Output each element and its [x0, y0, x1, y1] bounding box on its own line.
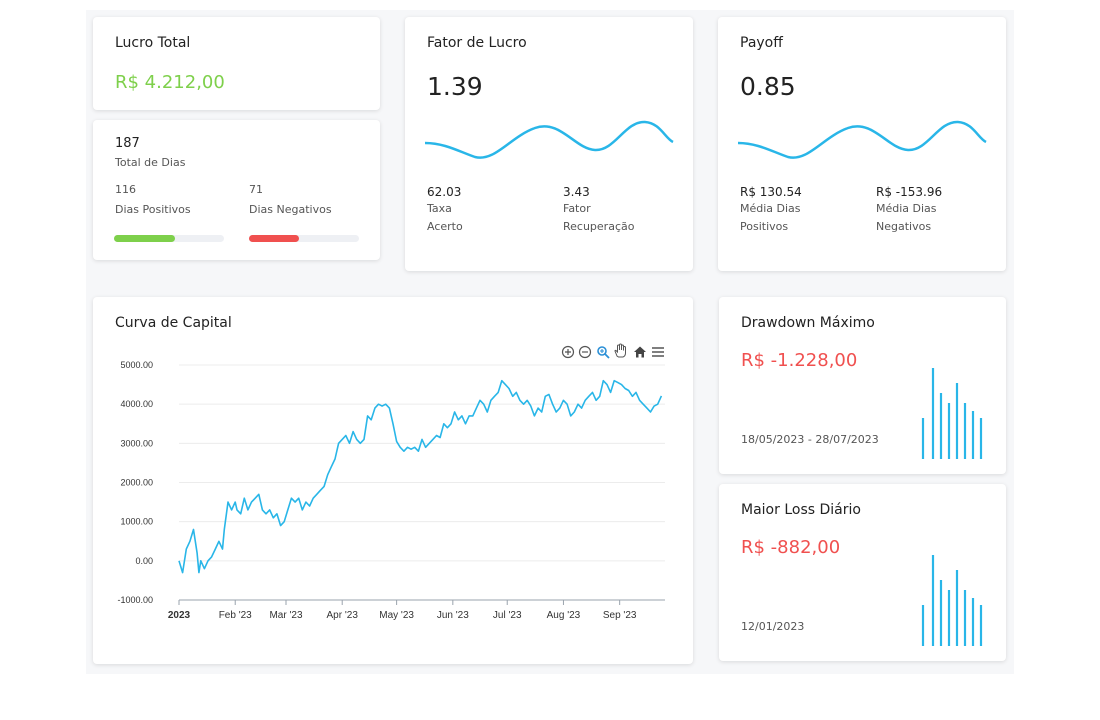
maior-loss-date: 12/01/2023 — [741, 620, 805, 633]
fator-lucro-title: Fator de Lucro — [427, 35, 527, 51]
media-positivos-label-1: Média Dias — [740, 202, 801, 215]
maior-loss-mini-bars — [921, 555, 983, 646]
lucro-total-title: Lucro Total — [115, 35, 191, 51]
y-tick-label: 4000.00 — [120, 399, 153, 409]
payoff-title: Payoff — [740, 35, 783, 51]
x-tick-label: Sep '23 — [603, 610, 637, 621]
x-tick-label: May '23 — [379, 610, 414, 621]
drawdown-card: Drawdown Máximo R$ -1.228,00 18/05/2023 … — [719, 297, 1006, 474]
x-tick-label: Jul '23 — [493, 610, 522, 621]
maior-loss-title: Maior Loss Diário — [741, 502, 861, 518]
drawdown-value: R$ -1.228,00 — [741, 350, 858, 371]
x-tick-label: Jun '23 — [437, 610, 469, 621]
zoom-in-icon[interactable] — [561, 344, 575, 359]
negative-days-bar — [249, 235, 359, 242]
x-tick-label: Aug '23 — [547, 610, 581, 621]
payoff-sparkline — [738, 120, 987, 159]
y-tick-label: 2000.00 — [120, 478, 153, 488]
dashboard-canvas: Lucro Total R$ 4.212,00 187 Total de Dia… — [86, 10, 1014, 674]
fator-lucro-sparkline — [425, 120, 674, 159]
curva-capital-title: Curva de Capital — [115, 315, 232, 331]
lucro-total-value: R$ 4.212,00 — [115, 72, 225, 93]
lucro-total-card: Lucro Total R$ 4.212,00 — [93, 17, 380, 110]
negative-days-bar-fill — [249, 235, 299, 242]
payoff-value: 0.85 — [740, 72, 796, 101]
dias-negativos-label: Dias Negativos — [249, 203, 332, 216]
x-tick-label: Mar '23 — [269, 610, 302, 621]
media-positivos-label-2: Positivos — [740, 220, 789, 233]
media-negativos-label-1: Média Dias — [876, 202, 937, 215]
taxa-acerto-value: 62.03 — [427, 185, 462, 199]
x-tick-label: Feb '23 — [219, 610, 252, 621]
taxa-acerto-label-1: Taxa — [427, 202, 452, 215]
maior-loss-value: R$ -882,00 — [741, 537, 841, 558]
y-tick-label: 1000.00 — [120, 517, 153, 527]
y-tick-label: 3000.00 — [120, 438, 153, 448]
total-dias-value: 187 — [115, 136, 140, 151]
taxa-acerto-label-2: Acerto — [427, 220, 463, 233]
payoff-card: Payoff 0.85 R$ 130.54 Média Dias Positiv… — [718, 17, 1006, 271]
magnifier-icon[interactable] — [596, 344, 610, 359]
drawdown-mini-bars — [921, 368, 983, 459]
fator-recuperacao-value: 3.43 — [563, 185, 590, 199]
dias-negativos-value: 71 — [249, 183, 263, 196]
media-positivos-value: R$ 130.54 — [740, 185, 802, 199]
fator-recuperacao-label-2: Recuperação — [563, 220, 635, 233]
drawdown-period: 18/05/2023 - 28/07/2023 — [741, 433, 879, 446]
x-tick-label: Apr '23 — [327, 610, 359, 621]
dias-card: 187 Total de Dias 116 Dias Positivos 71 … — [93, 120, 380, 260]
dias-positivos-value: 116 — [115, 183, 136, 196]
maior-loss-card: Maior Loss Diário R$ -882,00 12/01/2023 — [719, 484, 1006, 661]
media-negativos-value: R$ -153.96 — [876, 185, 943, 199]
y-tick-label: 0.00 — [135, 556, 153, 566]
fator-recuperacao-label-1: Fator — [563, 202, 591, 215]
dias-positivos-label: Dias Positivos — [115, 203, 191, 216]
hand-icon[interactable] — [613, 343, 627, 358]
capital-series-line[interactable] — [178, 379, 663, 574]
y-tick-label: 5000.00 — [120, 360, 153, 370]
zoom-out-icon[interactable] — [578, 344, 592, 359]
curva-capital-card: Curva de Capital 5000.00 4000.00 3000.00 20… — [93, 297, 693, 664]
positive-days-bar-fill — [114, 235, 175, 242]
capital-line-chart[interactable]: 5000.00 4000.00 3000.00 2000.00 1000.00 0.00 -… — [93, 297, 693, 664]
y-tick-label: -1000.00 — [117, 595, 153, 605]
x-tick-label: 2023 — [168, 610, 191, 621]
fator-lucro-value: 1.39 — [427, 72, 483, 101]
media-negativos-label-2: Negativos — [876, 220, 932, 233]
menu-icon[interactable] — [651, 344, 665, 358]
positive-days-bar — [114, 235, 224, 242]
fator-lucro-card: Fator de Lucro 1.39 62.03 Taxa Acerto 3.… — [405, 17, 693, 271]
home-icon[interactable] — [633, 344, 647, 358]
drawdown-title: Drawdown Máximo — [741, 315, 875, 331]
total-dias-label: Total de Dias — [115, 156, 186, 169]
